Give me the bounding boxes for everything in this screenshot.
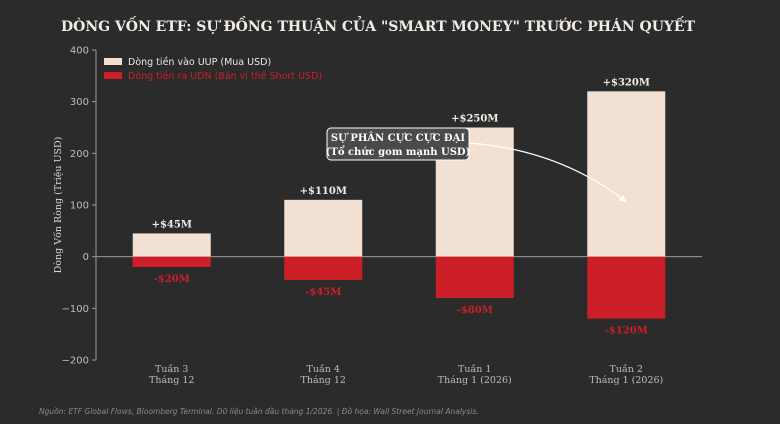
x-tick-label: Tuần 3 Tháng 12 [149,364,194,386]
bar-outflow [435,256,514,298]
annotation-box [326,127,470,161]
bar-outflow [132,256,211,267]
x-tick-label-line: Tuần 4 [307,364,340,375]
bar-outflow [284,256,363,280]
source-note: Nguồn: ETF Global Flows, Bloomberg Termi… [39,407,479,416]
annotation-arrowhead [618,194,627,202]
x-tick-label-line: Tháng 1 (2026) [438,375,512,386]
x-tick-label: Tuần 2 Tháng 1 (2026) [589,364,663,386]
y-tick-label: 100 [70,201,89,212]
data-label-outflow: -$20M [154,274,190,285]
legend: Dòng tiền vào UUP (Mua USD) Dòng tiền ra… [104,57,322,82]
chart-title: DÒNG VỐN ETF: SỰ ĐỒNG THUẬN CỦA "SMART M… [61,15,696,35]
x-tick-label-line: Tuần 2 [610,364,643,375]
y-tick-label: 300 [70,97,89,108]
legend-swatch-outflow [104,72,122,79]
data-label-inflow: +$45M [152,219,192,230]
y-tick-label: 0 [83,252,89,263]
x-tick-label-line: Tháng 1 (2026) [589,375,663,386]
annotation-line-1: SỰ PHÂN CỰC CỰC ĐẠI [331,132,466,144]
data-label-outflow: -$45M [305,287,341,298]
y-tick-label: 400 [70,46,89,57]
legend-swatch-inflow [104,58,122,65]
data-label-outflow: -$120M [605,326,648,337]
bar-inflow [284,199,363,257]
y-tick-label: −100 [62,304,89,315]
x-tick-label-line: Tuần 3 [155,364,188,375]
data-label-inflow: +$250M [451,114,498,125]
bar-outflow [587,256,666,319]
data-label-outflow: -$80M [457,305,493,316]
data-label-inflow: +$320M [603,77,650,88]
data-labels: +$45M +$110M +$250M +$320M -$20M -$45M -$80M -$… [152,77,650,336]
y-tick-label: −200 [62,356,89,367]
y-tick-label: 200 [70,149,89,160]
legend-label-outflow: Dòng tiền ra UDN (Bán vị thế Short USD) [128,71,322,82]
annotation: SỰ PHÂN CỰC CỰC ĐẠI (Tổ chức gom mạnh US… [326,127,627,203]
x-tick-label-line: Tuần 1 [458,364,491,375]
bars [132,91,666,319]
x-tick-label: Tuần 4 Tháng 12 [301,364,346,386]
x-tick-label-line: Tháng 12 [149,375,194,386]
bar-inflow [132,233,211,257]
legend-label-inflow: Dòng tiền vào UUP (Mua USD) [128,57,271,68]
x-tick-label: Tuần 1 Tháng 1 (2026) [438,364,512,386]
x-tick-label-line: Tháng 12 [301,375,346,386]
annotation-arrow [468,142,627,203]
annotation-line-2: (Tổ chức gom mạnh USD) [326,146,471,158]
data-label-inflow: +$110M [300,186,347,197]
y-axis-label: Dòng Vốn Ròng (Triệu USD) [53,137,64,274]
bar-inflow [587,91,666,257]
